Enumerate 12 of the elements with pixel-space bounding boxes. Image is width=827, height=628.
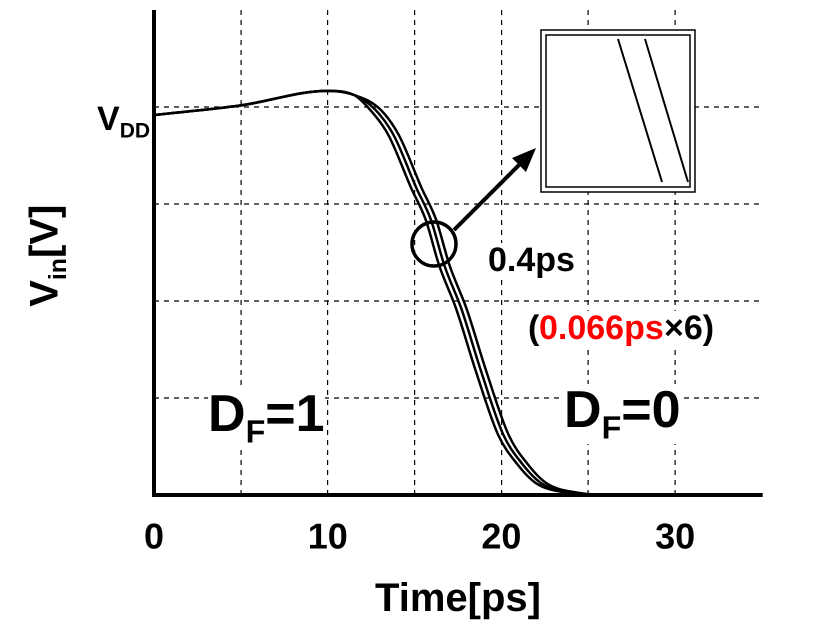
x-tick-label: 30: [655, 516, 696, 557]
x-tick-label: 0: [144, 516, 164, 557]
annotation: ×6): [664, 309, 714, 347]
annotation: D$_{F}$=0: [564, 381, 681, 446]
annotation: (: [528, 309, 540, 347]
annotation: V$_{DD}$: [97, 100, 150, 142]
annotation: D$_{F}$=1: [208, 385, 325, 450]
x-tick-label: 10: [308, 516, 348, 557]
x-axis-title: Time[ps]: [375, 576, 541, 620]
annotation: 0.066ps: [539, 309, 664, 347]
x-tick-label: 20: [481, 516, 522, 557]
annotation: 0.4ps: [488, 241, 575, 279]
